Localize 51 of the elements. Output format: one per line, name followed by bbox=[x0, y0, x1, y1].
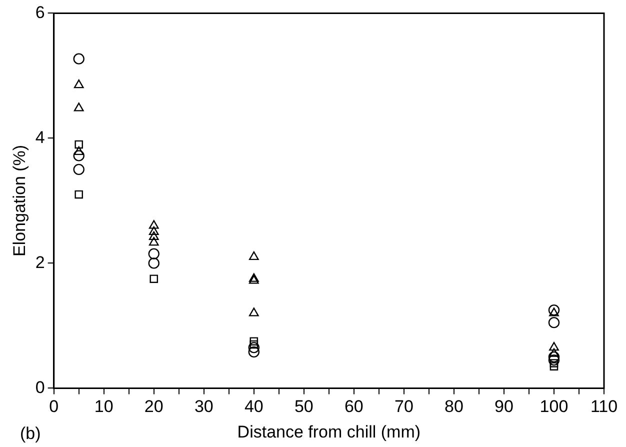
y-tick-label: 2 bbox=[35, 252, 45, 272]
x-tick-label: 0 bbox=[49, 397, 59, 416]
x-tick-label: 30 bbox=[194, 397, 214, 416]
y-tick-label: 6 bbox=[35, 2, 45, 22]
y-tick-label: 0 bbox=[35, 378, 45, 397]
point bbox=[548, 316, 560, 328]
x-tick-label: 50 bbox=[294, 397, 314, 416]
point bbox=[549, 308, 559, 316]
point bbox=[250, 340, 258, 349]
point bbox=[74, 102, 84, 112]
point bbox=[248, 342, 260, 354]
x-tick-label: 100 bbox=[540, 397, 568, 416]
x-axis-title: Distance from chill (mm) bbox=[237, 422, 421, 442]
point bbox=[148, 226, 159, 236]
x-tick-label: 20 bbox=[144, 397, 164, 416]
y-axis-title: Elongation (%) bbox=[10, 144, 29, 256]
point bbox=[248, 308, 259, 316]
point bbox=[248, 275, 259, 284]
point bbox=[148, 248, 160, 260]
point bbox=[250, 337, 258, 346]
x-tick-label: 90 bbox=[494, 397, 514, 416]
text: (b) bbox=[20, 424, 41, 444]
x-tick-label: 80 bbox=[444, 397, 464, 416]
point bbox=[548, 354, 560, 366]
point bbox=[74, 79, 84, 88]
y-tick-label: 4 bbox=[35, 128, 45, 147]
point bbox=[550, 359, 558, 368]
point bbox=[74, 190, 83, 199]
x-tick-label: 60 bbox=[344, 397, 364, 416]
point bbox=[73, 150, 84, 162]
point bbox=[73, 164, 84, 176]
point bbox=[74, 146, 84, 156]
point bbox=[550, 362, 558, 370]
point bbox=[148, 258, 160, 269]
point bbox=[148, 231, 159, 240]
point bbox=[548, 351, 560, 363]
point bbox=[74, 140, 83, 149]
point bbox=[549, 348, 559, 357]
x-tick-label: 10 bbox=[94, 397, 114, 416]
point bbox=[150, 274, 158, 283]
point bbox=[148, 220, 159, 229]
x-tick-label: 70 bbox=[394, 397, 414, 416]
x-tick-label: 40 bbox=[244, 397, 264, 416]
point bbox=[248, 251, 259, 260]
point bbox=[248, 346, 260, 358]
point bbox=[548, 304, 560, 316]
x-tick-label: 110 bbox=[590, 397, 618, 416]
point bbox=[549, 342, 559, 351]
point bbox=[73, 53, 84, 64]
point bbox=[148, 236, 159, 246]
point bbox=[248, 273, 259, 282]
